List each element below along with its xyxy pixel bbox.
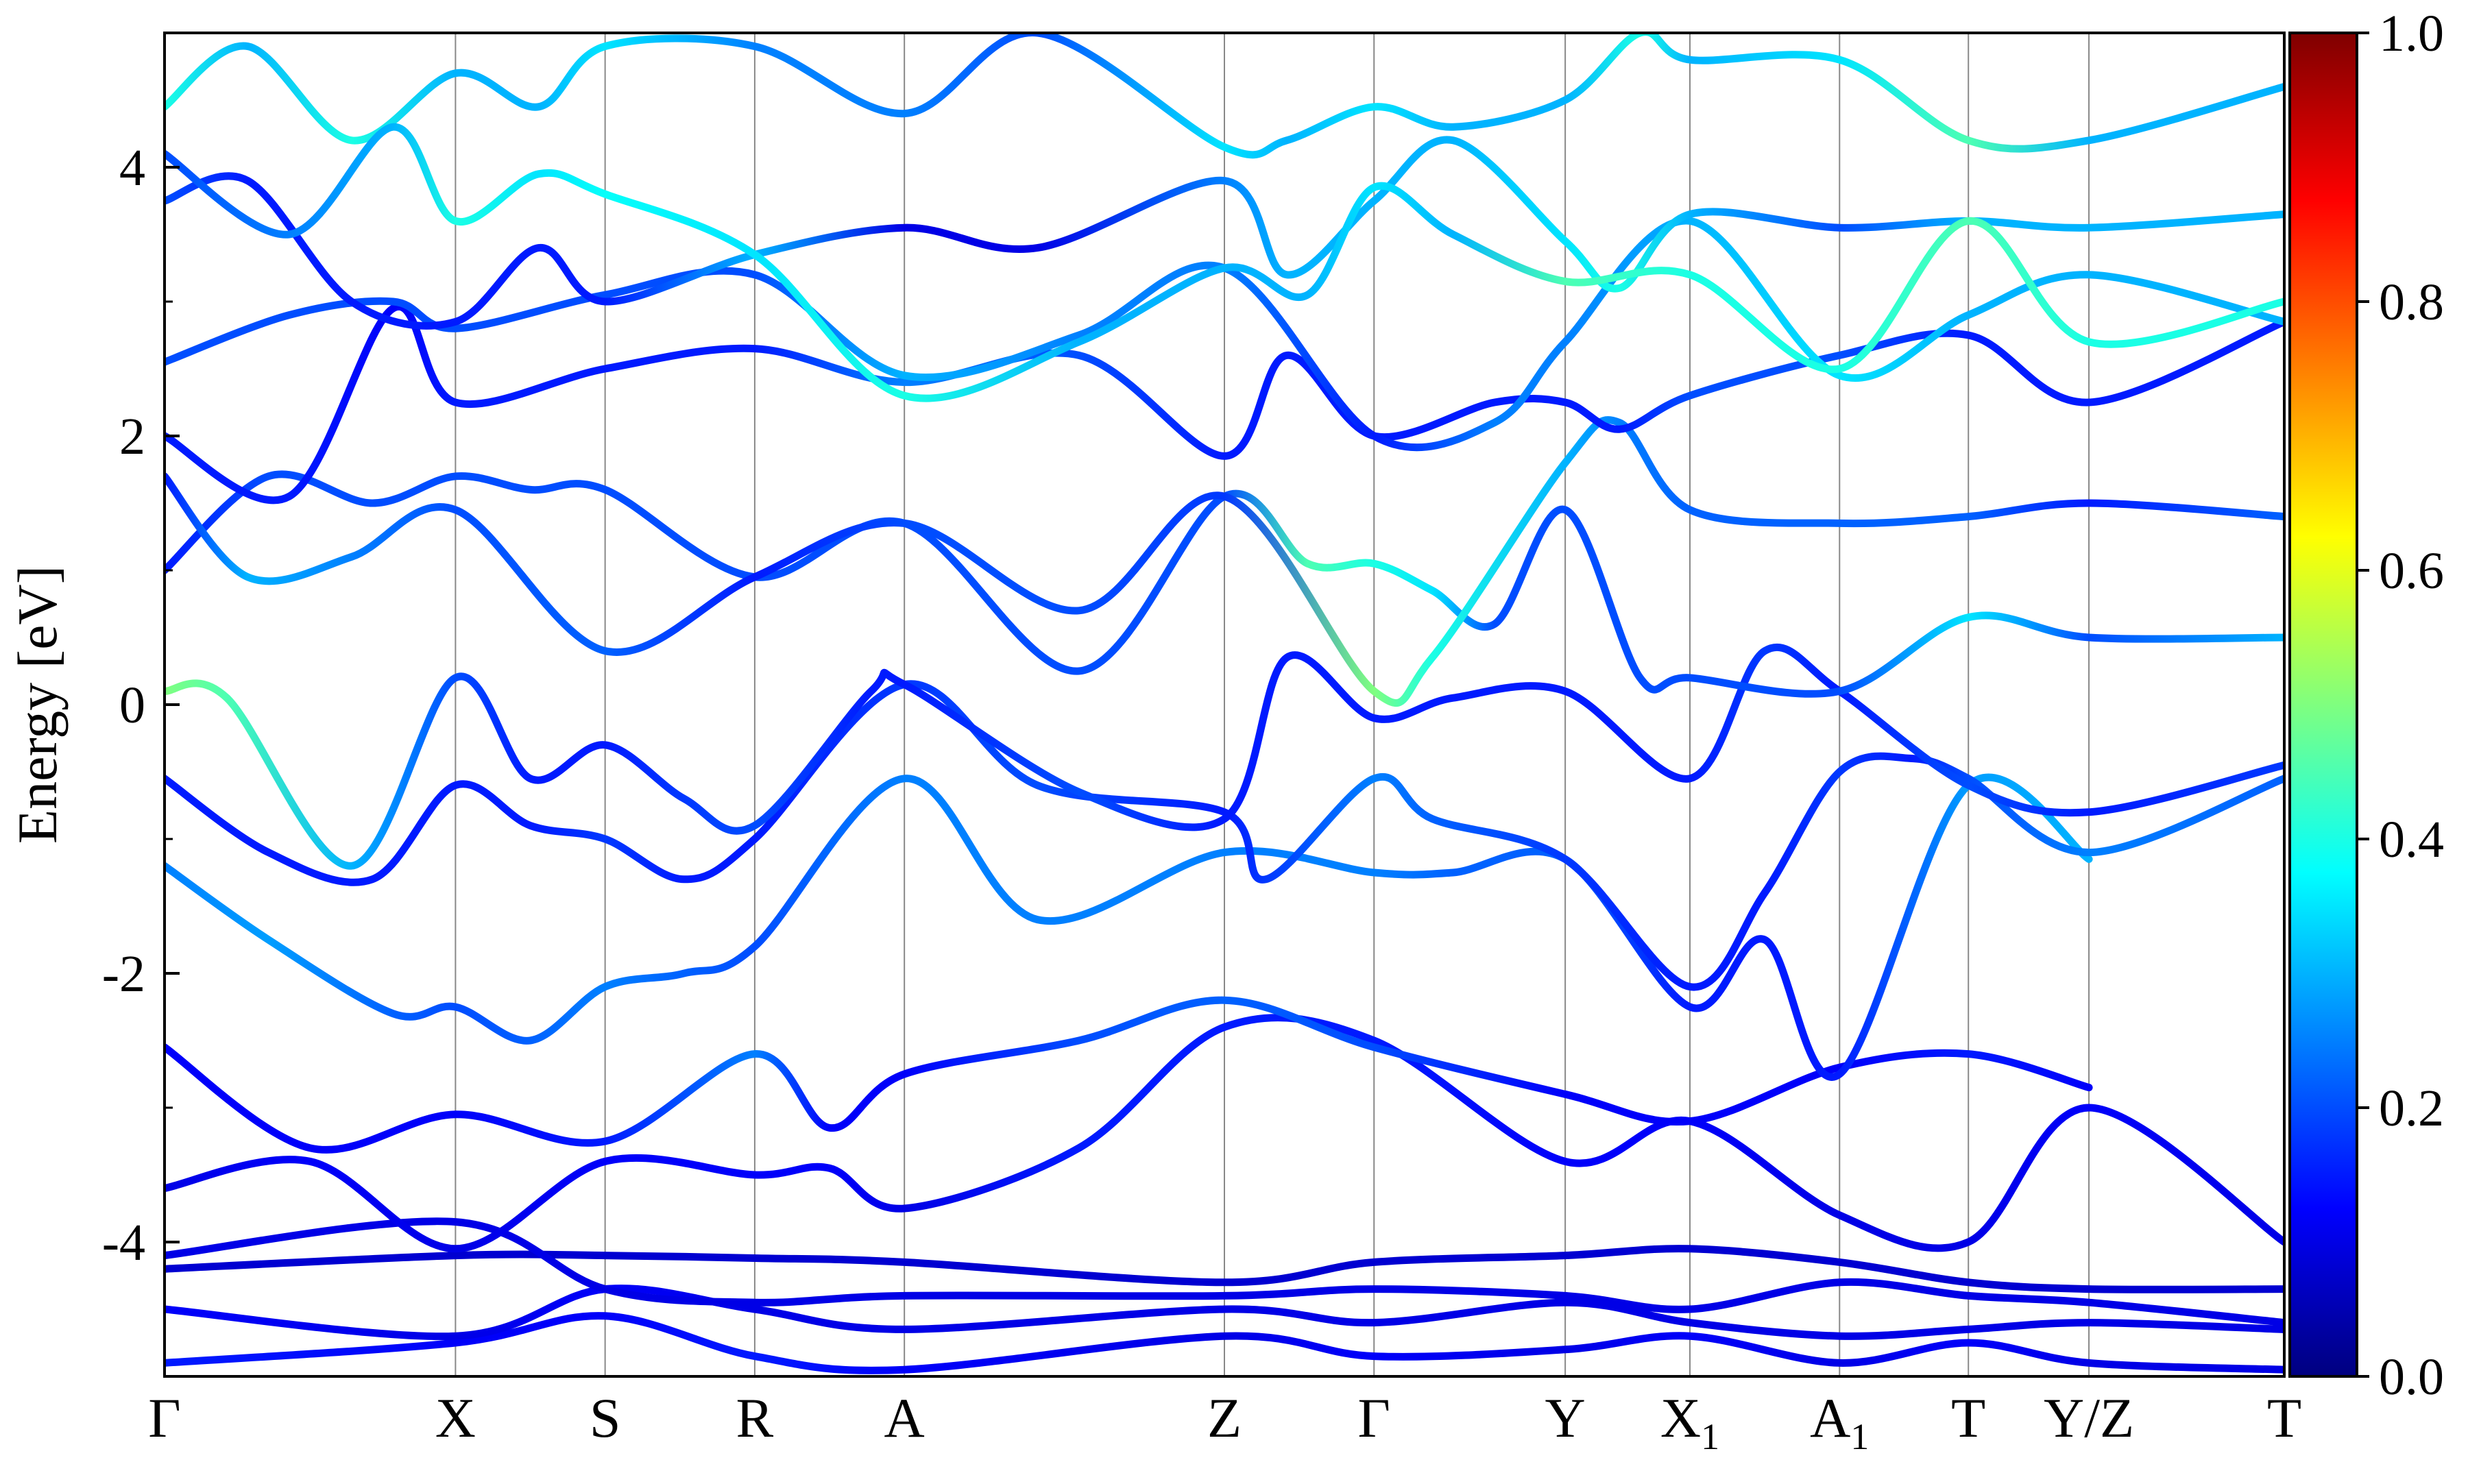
band-line bbox=[165, 416, 2284, 707]
kpoint-label: T bbox=[2267, 1387, 2301, 1449]
colorbar-gradient bbox=[2288, 32, 2358, 1378]
band-line bbox=[165, 470, 2284, 698]
kpoint-label: X1 bbox=[1660, 1387, 1719, 1457]
kpoint-subscript: 1 bbox=[1850, 1416, 1869, 1457]
colorbar-tick-label: 0.8 bbox=[2379, 273, 2444, 331]
kpoint-label: Γ bbox=[148, 1387, 180, 1449]
band-line bbox=[165, 1217, 2284, 1327]
colorbar-tick-label: 1.0 bbox=[2379, 5, 2444, 62]
kpoint-label: Y bbox=[1545, 1387, 1586, 1449]
y-tick-label: -2 bbox=[102, 945, 145, 1003]
kpoint-label: A1 bbox=[1810, 1387, 1869, 1457]
band-line bbox=[165, 136, 2284, 330]
band-line bbox=[165, 996, 2093, 1154]
band-line bbox=[165, 1014, 2284, 1253]
colorbar: 0.0 0.2 0.4 0.6 0.8 1.0 bbox=[2288, 5, 2444, 1406]
colorbar-tick-label: 0.2 bbox=[2379, 1080, 2444, 1137]
band-line bbox=[165, 680, 2284, 991]
band-line bbox=[165, 302, 2284, 504]
kpoint-label: X bbox=[435, 1387, 476, 1449]
y-tick-label: -4 bbox=[102, 1214, 145, 1272]
band-line bbox=[165, 1312, 2284, 1374]
colorbar-tick-label: 0.6 bbox=[2379, 542, 2444, 600]
axes: -4 -2 0 2 4 Γ X S R A Z Γ Y X1 A1 T Y/Z T bbox=[102, 32, 2301, 1457]
band-line bbox=[165, 33, 2284, 159]
y-tick-label: 0 bbox=[119, 677, 145, 734]
kpoint-label: R bbox=[736, 1387, 774, 1449]
kpoint-label: T bbox=[1951, 1387, 1985, 1449]
kpoint-label: Z bbox=[1207, 1387, 1242, 1449]
bands bbox=[165, 33, 2284, 1374]
kpoint-subscript: 1 bbox=[1701, 1416, 1719, 1457]
kpoint-label: S bbox=[590, 1387, 621, 1449]
y-axis-label: Energy [eV] bbox=[6, 565, 69, 844]
y-tick-label: 2 bbox=[119, 408, 145, 465]
band-line bbox=[165, 1285, 2284, 1341]
colorbar-tick-label: 0.4 bbox=[2379, 811, 2444, 868]
kpoint-label: Γ bbox=[1358, 1387, 1390, 1449]
band-line bbox=[165, 773, 2093, 1081]
y-tick-label: 4 bbox=[119, 139, 145, 197]
colorbar-tick-label: 0.0 bbox=[2379, 1348, 2444, 1406]
band-line bbox=[165, 643, 2284, 870]
band-line bbox=[165, 217, 2284, 452]
band-line bbox=[165, 1245, 2284, 1293]
plot-area bbox=[165, 33, 2284, 1376]
kpoint-label: Y/Z bbox=[2044, 1387, 2134, 1449]
kpoint-label: A bbox=[884, 1387, 925, 1449]
band-line bbox=[165, 123, 2284, 402]
